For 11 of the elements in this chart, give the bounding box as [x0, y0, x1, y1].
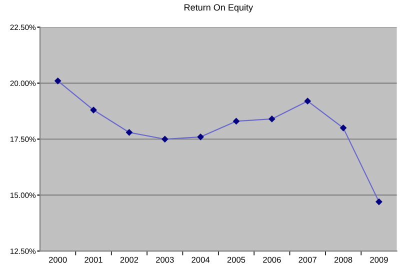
- x-tick-label: 2001: [84, 256, 102, 263]
- x-tick-label: 2003: [156, 256, 174, 263]
- x-tick-label: 2008: [334, 256, 352, 263]
- x-tick-label: 2000: [48, 256, 67, 263]
- x-tick-label: 2009: [370, 256, 388, 263]
- chart-title: Return On Equity: [184, 4, 254, 12]
- x-tick-label: 2004: [192, 256, 210, 263]
- x-tick-label: 2005: [227, 256, 246, 263]
- x-tick-label: 2006: [263, 256, 281, 263]
- x-tick-label: 2007: [298, 256, 316, 263]
- x-tick-label: 2002: [120, 256, 138, 263]
